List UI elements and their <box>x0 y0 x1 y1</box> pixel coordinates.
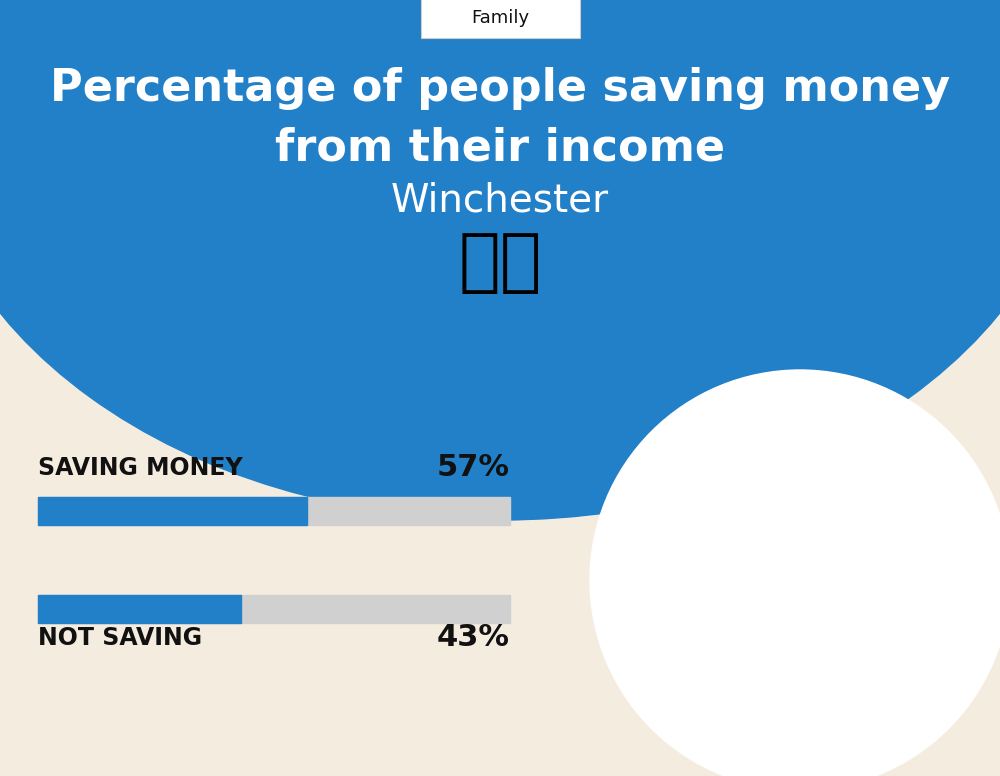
Text: Family: Family <box>471 9 529 27</box>
Bar <box>38 497 510 525</box>
Text: from their income: from their income <box>275 126 725 169</box>
Text: Winchester: Winchester <box>391 181 609 219</box>
Ellipse shape <box>0 0 1000 520</box>
Text: Percentage of people saving money: Percentage of people saving money <box>50 67 950 109</box>
Text: 🇬🇧: 🇬🇧 <box>458 228 542 296</box>
Bar <box>38 497 307 525</box>
Bar <box>0 0 1000 310</box>
Circle shape <box>590 370 1000 776</box>
Text: NOT SAVING: NOT SAVING <box>38 626 202 650</box>
Bar <box>38 595 241 623</box>
FancyBboxPatch shape <box>420 0 580 38</box>
Bar <box>38 595 510 623</box>
Text: 43%: 43% <box>437 623 510 653</box>
Text: 57%: 57% <box>437 453 510 483</box>
Text: SAVING MONEY: SAVING MONEY <box>38 456 243 480</box>
